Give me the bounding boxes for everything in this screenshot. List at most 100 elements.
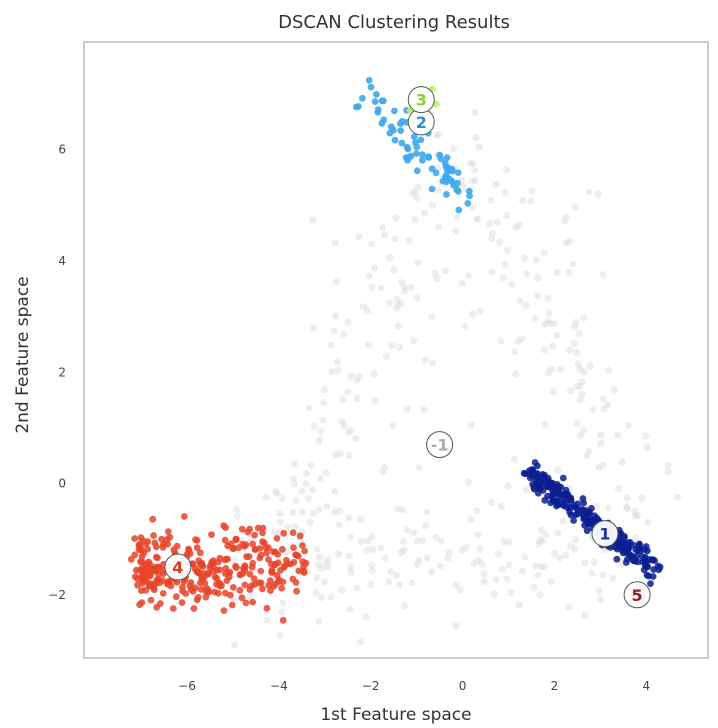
data-point (488, 498, 496, 506)
data-point (294, 552, 302, 560)
data-point (193, 537, 201, 544)
data-point (467, 160, 475, 168)
data-point (389, 126, 397, 134)
data-point (527, 197, 535, 205)
data-point (359, 303, 367, 311)
data-point (254, 524, 262, 532)
data-point (433, 274, 441, 282)
data-point (566, 508, 574, 516)
data-point (532, 256, 540, 264)
data-point (202, 593, 210, 601)
data-point (276, 518, 284, 526)
data-point (280, 564, 288, 571)
data-point (496, 238, 504, 246)
data-point (611, 386, 619, 394)
data-point (553, 331, 561, 340)
data-point (395, 343, 403, 351)
data-point (408, 579, 416, 587)
data-point (313, 574, 321, 582)
data-point (445, 549, 453, 557)
data-point (309, 486, 317, 494)
data-point (244, 528, 252, 536)
data-point (628, 553, 636, 561)
data-point (576, 383, 584, 391)
data-point (220, 607, 228, 614)
data-point (567, 387, 575, 395)
data-point (599, 395, 608, 403)
data-point (249, 540, 257, 548)
cluster-label-marker (407, 86, 435, 114)
data-point (134, 581, 141, 589)
data-point (534, 571, 542, 579)
data-point (432, 100, 440, 108)
data-point (320, 578, 329, 586)
data-point (322, 469, 330, 477)
data-point (387, 568, 395, 576)
data-point (289, 575, 297, 583)
data-point (271, 548, 279, 556)
cluster-label-marker (591, 520, 619, 548)
data-point (365, 272, 373, 280)
data-point (593, 503, 601, 511)
cluster-label--1: -1 (426, 431, 454, 459)
data-point (549, 342, 557, 350)
data-point (571, 323, 579, 331)
data-point (590, 558, 599, 567)
data-point (614, 431, 622, 439)
data-point (271, 528, 279, 536)
data-point (382, 352, 390, 360)
data-point (403, 405, 411, 413)
data-point (522, 301, 530, 309)
data-point (394, 300, 402, 309)
x-tick-label: −4 (270, 679, 288, 693)
data-point (428, 568, 436, 576)
data-point (251, 546, 259, 553)
data-point (305, 404, 313, 412)
data-point (455, 206, 463, 214)
data-point (397, 127, 404, 134)
data-point (519, 196, 527, 205)
data-point (588, 504, 595, 512)
data-point (355, 373, 363, 381)
data-point (518, 335, 526, 343)
cluster-label-marker (426, 431, 454, 459)
data-point (221, 536, 229, 544)
data-point (542, 531, 550, 539)
data-point (310, 422, 319, 430)
data-point (403, 526, 411, 534)
data-point (222, 589, 229, 597)
data-point (423, 554, 431, 562)
data-point (390, 266, 398, 274)
data-point (488, 230, 497, 238)
data-point (392, 214, 400, 222)
data-point (464, 200, 472, 207)
data-point (347, 568, 355, 577)
data-point (229, 584, 237, 591)
data-point (180, 578, 188, 585)
data-point (363, 546, 371, 554)
data-point (233, 505, 241, 513)
y-tick-label: −2 (48, 588, 66, 602)
data-point (199, 562, 207, 570)
data-point (471, 166, 479, 174)
data-point (179, 583, 186, 591)
data-point (163, 536, 171, 544)
data-point (322, 559, 331, 567)
data-point (395, 580, 404, 588)
data-point (581, 559, 589, 567)
data-point (323, 503, 331, 511)
data-point (164, 528, 172, 535)
data-point (434, 223, 443, 231)
data-point (599, 571, 607, 579)
data-point (664, 461, 672, 469)
data-point (553, 268, 561, 276)
data-point (223, 577, 231, 584)
data-point (560, 517, 568, 525)
data-point (268, 560, 275, 568)
data-point (501, 188, 509, 196)
data-point (381, 463, 389, 472)
data-point (589, 406, 597, 414)
data-point (461, 322, 469, 331)
data-point (393, 305, 401, 313)
data-point (644, 547, 651, 555)
